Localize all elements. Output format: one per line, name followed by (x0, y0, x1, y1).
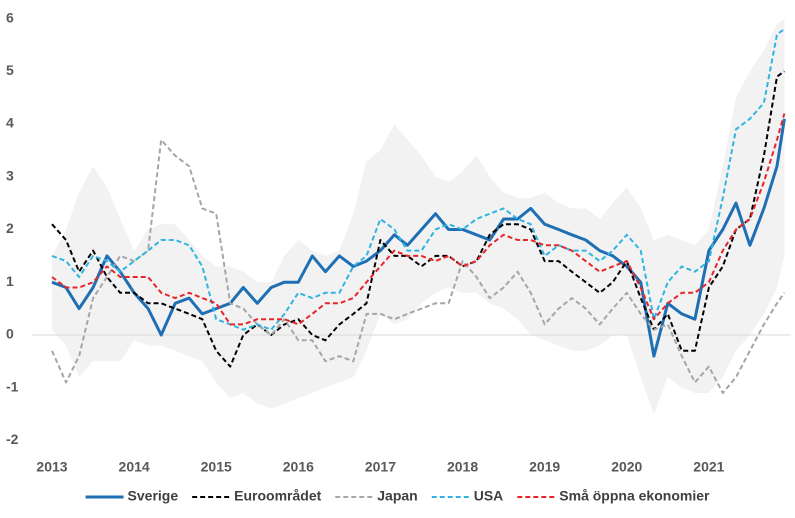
x-tick-label: 2018 (447, 459, 478, 475)
range-band (52, 18, 785, 415)
y-tick-label: 2 (6, 220, 14, 236)
x-tick-label: 2020 (611, 459, 642, 475)
x-tick-label: 2013 (36, 459, 67, 475)
y-tick-label: -1 (6, 378, 19, 394)
y-tick-label: 5 (6, 62, 14, 78)
legend-label: Japan (377, 488, 417, 504)
series-line (51, 138, 786, 394)
y-tick-label: 3 (6, 167, 14, 183)
y-tick-label: 6 (6, 9, 14, 25)
legend-label: Små öppna ekonomier (559, 488, 710, 504)
y-tick-label: 1 (6, 273, 14, 289)
legend-label: Euroområdet (234, 488, 321, 504)
x-tick-label: 2016 (283, 459, 314, 475)
x-tick-label: 2017 (365, 459, 396, 475)
legend-label: Sverige (128, 488, 179, 504)
x-tick-label: 2019 (529, 459, 560, 475)
series-line (51, 113, 786, 326)
y-tick-label: 0 (6, 326, 14, 342)
legend-label: USA (474, 488, 504, 504)
x-tick-label: 2021 (693, 459, 724, 475)
x-tick-label: 2015 (201, 459, 232, 475)
y-tick-label: 4 (6, 115, 14, 131)
y-tick-label: -2 (6, 431, 19, 447)
x-tick-label: 2014 (119, 459, 150, 475)
